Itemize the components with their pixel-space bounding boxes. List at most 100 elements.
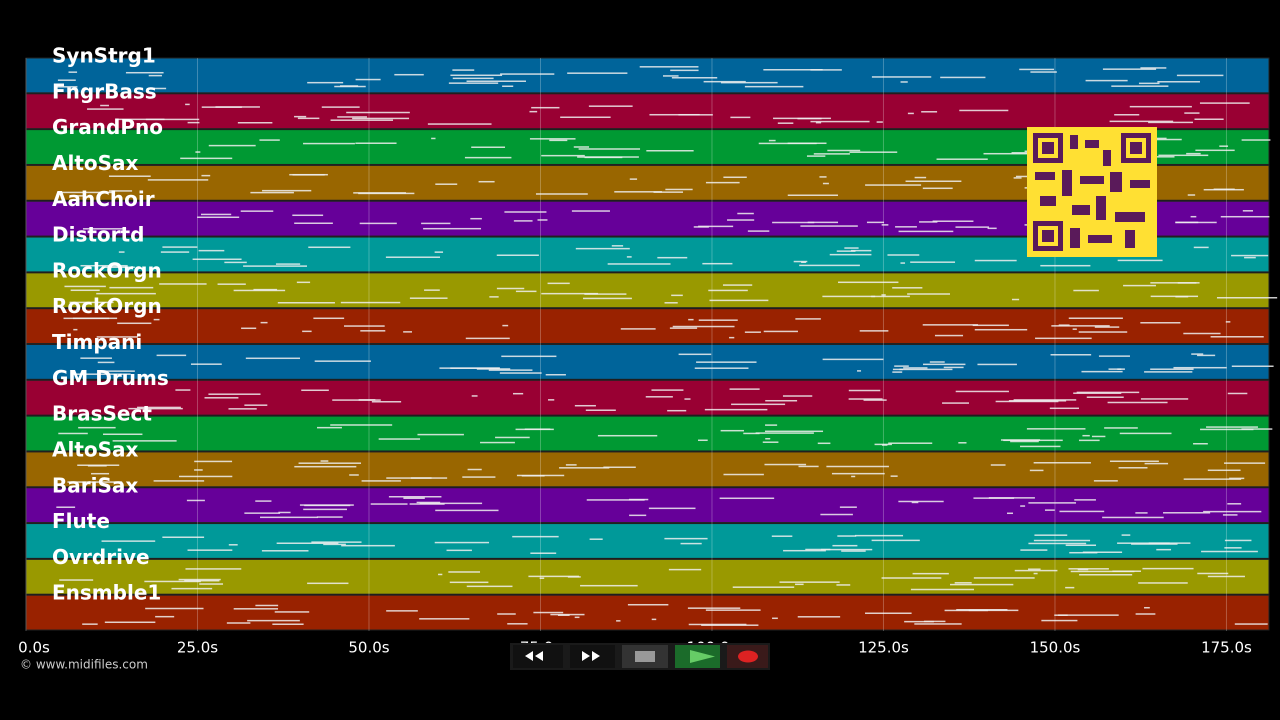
note bbox=[688, 623, 747, 626]
note bbox=[672, 325, 735, 328]
note bbox=[359, 222, 397, 225]
note bbox=[1077, 568, 1089, 571]
note bbox=[995, 400, 1059, 403]
track-band bbox=[25, 451, 1270, 488]
note bbox=[276, 542, 339, 545]
note bbox=[755, 432, 814, 434]
note bbox=[471, 146, 506, 149]
note bbox=[1158, 154, 1209, 157]
note bbox=[466, 585, 513, 588]
note bbox=[764, 430, 824, 433]
note bbox=[805, 548, 831, 551]
note bbox=[1183, 332, 1221, 335]
note bbox=[180, 157, 233, 160]
rewind-button[interactable] bbox=[513, 645, 563, 668]
note bbox=[529, 138, 576, 140]
note bbox=[1019, 68, 1055, 71]
note bbox=[727, 219, 755, 221]
note bbox=[419, 618, 470, 620]
note bbox=[1028, 568, 1041, 570]
note bbox=[1108, 368, 1125, 370]
note bbox=[904, 620, 934, 623]
note bbox=[765, 437, 771, 440]
note bbox=[1107, 401, 1168, 404]
note bbox=[731, 403, 786, 406]
note bbox=[649, 113, 700, 116]
note bbox=[464, 156, 512, 159]
note bbox=[489, 296, 499, 298]
note bbox=[668, 568, 702, 571]
play-button[interactable] bbox=[675, 645, 720, 668]
note bbox=[626, 256, 632, 258]
time-tick-label: 0.0s bbox=[18, 639, 50, 657]
note bbox=[662, 75, 679, 77]
note bbox=[512, 392, 524, 395]
note bbox=[1144, 606, 1150, 609]
note bbox=[1241, 428, 1273, 430]
note bbox=[1098, 355, 1130, 357]
note bbox=[1041, 619, 1078, 622]
track-name: Ensmble1 bbox=[52, 581, 161, 605]
note bbox=[651, 389, 684, 391]
note bbox=[839, 506, 857, 508]
note bbox=[772, 221, 815, 224]
note bbox=[1086, 396, 1124, 398]
note bbox=[863, 399, 887, 401]
time-tick-label: 50.0s bbox=[348, 639, 389, 657]
note bbox=[723, 473, 764, 476]
note bbox=[294, 115, 307, 118]
note bbox=[153, 318, 160, 321]
note bbox=[278, 511, 291, 514]
note bbox=[67, 481, 123, 483]
note bbox=[747, 230, 770, 232]
note bbox=[894, 365, 909, 367]
note bbox=[890, 475, 898, 477]
note bbox=[974, 328, 1028, 331]
note bbox=[541, 292, 599, 295]
note bbox=[708, 289, 748, 292]
note bbox=[798, 465, 819, 468]
note bbox=[1244, 256, 1256, 259]
note bbox=[435, 509, 499, 512]
note bbox=[449, 581, 489, 584]
note bbox=[260, 321, 268, 324]
note bbox=[857, 370, 862, 372]
note bbox=[1216, 297, 1278, 299]
note bbox=[1034, 534, 1068, 536]
note bbox=[1203, 510, 1262, 513]
note bbox=[102, 266, 135, 269]
track-name: AltoSax bbox=[52, 151, 139, 175]
note bbox=[578, 148, 641, 150]
track-name: Ovrdrive bbox=[52, 545, 150, 569]
note bbox=[56, 86, 78, 88]
copyright: © www.midifiles.com bbox=[20, 658, 148, 672]
track-name: GM Drums bbox=[52, 366, 169, 390]
note bbox=[358, 399, 376, 401]
stop-button[interactable] bbox=[622, 645, 668, 668]
note bbox=[1011, 298, 1020, 301]
note bbox=[782, 395, 813, 397]
note bbox=[583, 297, 632, 300]
note bbox=[838, 281, 899, 284]
note bbox=[190, 363, 222, 365]
note bbox=[914, 623, 962, 625]
record-button[interactable] bbox=[727, 645, 768, 668]
note bbox=[502, 324, 509, 327]
note bbox=[1073, 392, 1122, 394]
note bbox=[1190, 215, 1197, 218]
note bbox=[1142, 567, 1194, 570]
note bbox=[1020, 445, 1061, 448]
note bbox=[226, 622, 251, 624]
note bbox=[678, 114, 713, 116]
note bbox=[958, 442, 967, 444]
note bbox=[1111, 85, 1169, 87]
forward-button[interactable] bbox=[570, 645, 615, 668]
note bbox=[955, 390, 1009, 393]
note bbox=[128, 407, 183, 410]
note bbox=[1175, 221, 1217, 224]
note bbox=[530, 552, 557, 554]
note bbox=[294, 222, 333, 225]
note bbox=[900, 81, 908, 83]
note bbox=[1197, 572, 1229, 575]
note bbox=[888, 442, 933, 444]
